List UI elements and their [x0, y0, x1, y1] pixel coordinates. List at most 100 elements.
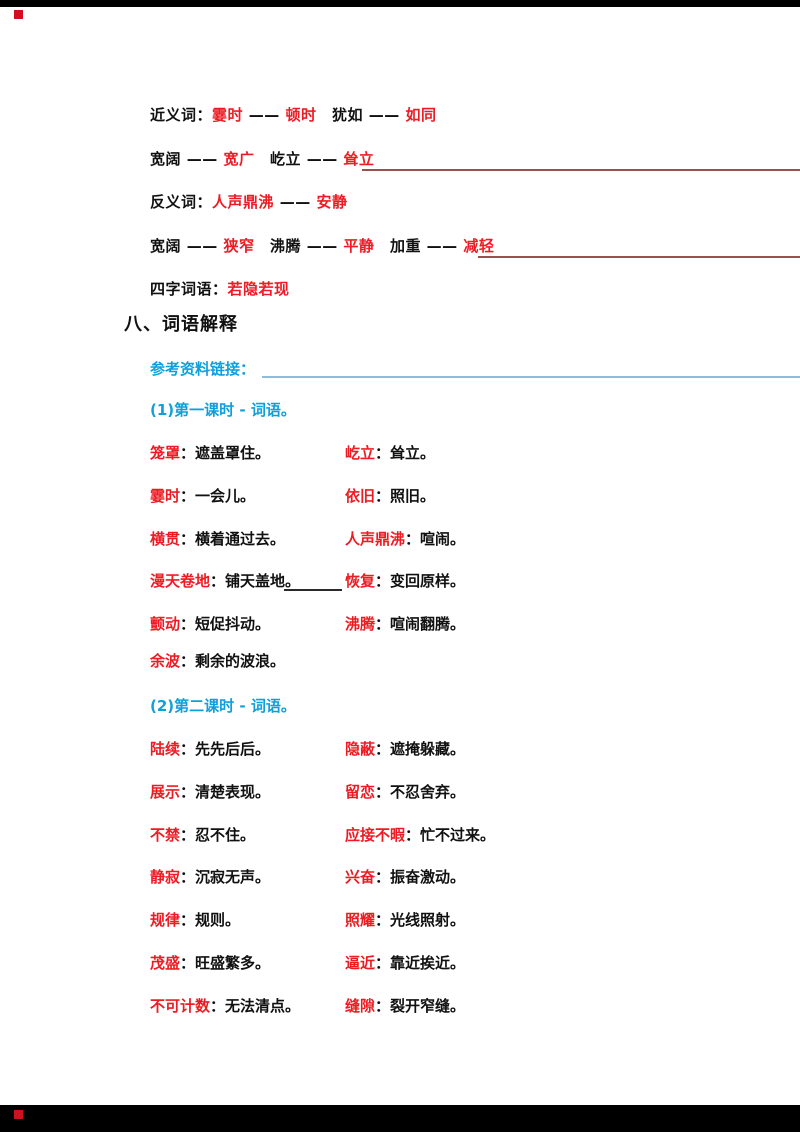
vocab-word: 陆续	[150, 740, 181, 758]
vocab-definition: ：旺盛繁多。	[180, 953, 271, 972]
vocab-row: 漫天卷地：铺天盖地。 恢复：变回原样。	[150, 570, 465, 613]
reference-label: 参考资料链接：	[150, 360, 256, 378]
vocab-entry: 不可计数：无法清点。	[150, 995, 345, 1038]
vocabulary-word: 如同	[405, 106, 437, 124]
vocab-word: 不可计数	[150, 996, 211, 1015]
vocab-entry: 规律：规则。	[150, 909, 345, 952]
vocab-definition: ：喧闹。	[405, 529, 466, 548]
vocab-definition: ：遮盖罩住。	[180, 444, 271, 462]
vocab-word: 照耀	[345, 911, 376, 930]
lesson1-vocab-grid: 笼罩：遮盖罩住。 屹立：耸立。 霎时：一会儿。 依旧：照旧。 横贯：横着通过去。 人声鼎沸…	[150, 442, 465, 656]
label-text: ——	[274, 193, 317, 211]
vocab-word: 横贯	[150, 529, 181, 548]
label-text: 宽阔 ——	[150, 236, 224, 255]
vocabulary-word: 安静	[316, 193, 348, 211]
vocab-entry: 依旧：照旧。	[345, 485, 435, 528]
vocab-row: 笼罩：遮盖罩住。 屹立：耸立。	[150, 442, 465, 485]
synonym-antonym-section: 近义词：霎时 —— 顿时 犹如 —— 如同 宽阔 —— 宽广 屹立 —— 耸立 反义…	[150, 104, 494, 322]
vocab-entry: 漫天卷地：铺天盖地。	[150, 570, 345, 613]
vocab-definition: ：耸立。	[375, 444, 436, 462]
connector-line	[284, 589, 342, 591]
vocab-row: 展示：清楚表现。 留恋：不忍舍弃。	[150, 781, 495, 824]
vocab-definition: ：遮掩躲藏。	[375, 740, 466, 758]
vocab-word: 隐蔽	[345, 740, 376, 758]
vocabulary-word: 若隐若现	[227, 280, 290, 298]
vocab-word: 兴奋	[345, 868, 376, 887]
vocab-word: 人声鼎沸	[345, 529, 406, 548]
vocab-entry: 隐蔽：遮掩躲藏。	[345, 738, 465, 781]
vocab-word: 依旧	[345, 486, 376, 505]
vocab-entry: 展示：清楚表现。	[150, 781, 345, 824]
vocab-word: 余波	[150, 652, 181, 670]
vocab-definition: ：沉寂无声。	[180, 868, 271, 887]
vocab-word: 不禁	[150, 825, 181, 844]
label-text: 近义词：	[150, 106, 213, 124]
lesson2-subtitle: (2)第二课时 - 词语。	[150, 697, 296, 715]
vocab-row: 茂盛：旺盛繁多。 逼近：靠近挨近。	[150, 952, 495, 995]
vocab-definition: ：忙不过来。	[405, 825, 496, 844]
vocab-definition: ：靠近挨近。	[375, 953, 466, 972]
corner-marker-bottom	[14, 1110, 23, 1119]
vocab-entry: 缝隙：裂开窄缝。	[345, 995, 465, 1038]
section-heading: 八、词语解释	[124, 314, 238, 335]
bottom-edge-bar	[0, 1105, 800, 1132]
vocab-entry: 横贯：横着通过去。	[150, 528, 345, 571]
vocabulary-word: 狭窄	[223, 236, 255, 255]
vocab-entry: 应接不暇：忙不过来。	[345, 824, 495, 867]
vocab-entry: 余波：剩余的波浪。	[150, 650, 345, 671]
vocab-row: 颤动：短促抖动。 沸腾：喧闹翻腾。	[150, 613, 465, 656]
vocabulary-word: 耸立	[343, 149, 375, 168]
vocab-definition: ：横着通过去。	[180, 529, 286, 548]
word-pair-line: 近义词：霎时 —— 顿时 犹如 —— 如同	[150, 104, 494, 148]
vocab-definition: ：无法清点。	[210, 996, 301, 1015]
vocab-word: 留恋	[345, 782, 376, 801]
vocab-definition: ：振奋激动。	[375, 868, 466, 887]
lesson1-vocab-extra: 余波：剩余的波浪。	[150, 650, 345, 671]
word-pair-line: 宽阔 —— 狭窄 沸腾 —— 平静 加重 —— 减轻	[150, 235, 494, 279]
vocab-word: 逼近	[345, 953, 376, 972]
label-text: 屹立 ——	[254, 149, 344, 168]
vocab-entry: 笼罩：遮盖罩住。	[150, 442, 345, 485]
vocab-definition: ：喧闹翻腾。	[375, 615, 466, 634]
vocab-definition: ：铺天盖地。	[210, 572, 301, 591]
vocabulary-word: 人声鼎沸	[212, 193, 275, 211]
vocab-row: 不禁：忍不住。 应接不暇：忙不过来。	[150, 824, 495, 867]
vocab-entry: 静寂：沉寂无声。	[150, 866, 345, 909]
vocab-word: 霎时	[150, 486, 181, 505]
vocab-entry: 照耀：光线照射。	[345, 909, 465, 952]
word-pair-line: 四字词语：若隐若现	[150, 278, 494, 322]
label-text: 加重 ——	[374, 236, 464, 255]
vocabulary-word: 平静	[343, 236, 375, 255]
vocab-word: 沸腾	[345, 615, 376, 634]
label-text: ——	[243, 106, 286, 124]
vocab-word: 缝隙	[345, 996, 376, 1015]
vocab-definition: ：先先后后。	[180, 740, 271, 758]
word-pair-line: 反义词：人声鼎沸 —— 安静	[150, 191, 494, 235]
vocab-entry: 霎时：一会儿。	[150, 485, 345, 528]
vocab-row: 陆续：先先后后。 隐蔽：遮掩躲藏。	[150, 738, 495, 781]
vocab-definition: ：剩余的波浪。	[180, 652, 286, 670]
vocab-entry: 不禁：忍不住。	[150, 824, 345, 867]
vocab-definition: ：忍不住。	[180, 825, 256, 844]
vocab-row: 不可计数：无法清点。 缝隙：裂开窄缝。	[150, 995, 495, 1038]
vocab-definition: ：一会儿。	[180, 486, 256, 505]
vocab-definition: ：短促抖动。	[180, 615, 271, 634]
vocab-word: 恢复	[345, 572, 376, 591]
vocab-entry: 逼近：靠近挨近。	[345, 952, 465, 995]
vocab-definition: ：裂开窄缝。	[375, 996, 466, 1015]
vocab-row: 规律：规则。 照耀：光线照射。	[150, 909, 495, 952]
vocab-entry: 茂盛：旺盛繁多。	[150, 952, 345, 995]
divider-line-blue	[262, 376, 800, 378]
vocab-definition: ：清楚表现。	[180, 782, 271, 801]
vocab-entry: 留恋：不忍舍弃。	[345, 781, 465, 824]
vocab-definition: ：规则。	[180, 911, 241, 930]
label-text: 四字词语：	[150, 280, 228, 298]
vocab-word: 展示	[150, 782, 181, 801]
vocab-entry: 陆续：先先后后。	[150, 738, 345, 781]
vocab-entry: 颤动：短促抖动。	[150, 613, 345, 656]
label-text: 宽阔 ——	[150, 149, 224, 168]
label-text: 沸腾 ——	[254, 236, 344, 255]
vocabulary-word: 减轻	[463, 236, 495, 255]
vocabulary-word: 霎时	[212, 106, 244, 124]
